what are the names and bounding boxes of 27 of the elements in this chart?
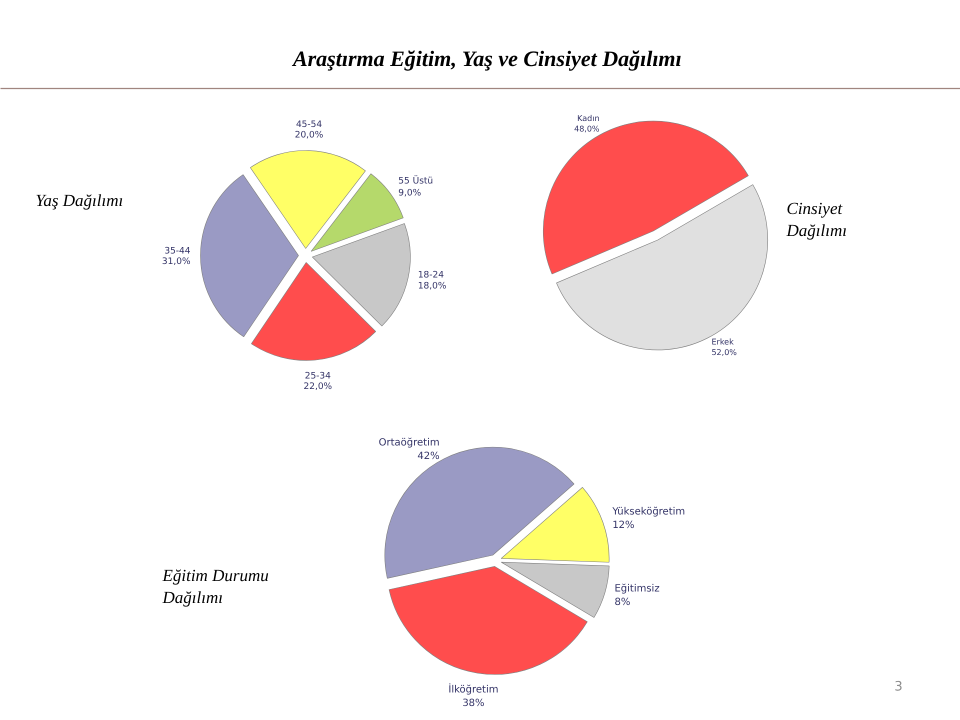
data-label: 18,0% bbox=[418, 281, 447, 292]
data-label: 8% bbox=[614, 596, 630, 608]
text: Yaş Dağılımı bbox=[36, 191, 124, 210]
slice-label: İlköğretim bbox=[448, 682, 499, 696]
text: Araştırma Eğitim, Yaş ve Cinsiyet Dağılımı bbox=[290, 46, 682, 71]
data-label: 48,0% bbox=[574, 124, 600, 134]
data-label: 9,0% bbox=[398, 188, 422, 199]
slice-label: Yükseköğretim bbox=[611, 506, 686, 518]
data-label: 42% bbox=[417, 451, 440, 462]
text: Eğitim Durumu Dağılımı bbox=[162, 566, 269, 608]
data-label: 38% bbox=[462, 698, 485, 709]
data-label: 12% bbox=[612, 520, 635, 532]
data-label: 22,0% bbox=[304, 382, 333, 392]
slice-label: 35-44 bbox=[164, 246, 191, 256]
slice-label: 25-34 bbox=[304, 371, 332, 382]
slice-label: Kadın bbox=[577, 114, 600, 123]
slice-label: 45-54 bbox=[296, 120, 322, 130]
slice-label: Ortaöğretim bbox=[378, 438, 440, 449]
slice-label: 55 Üstü bbox=[398, 174, 434, 187]
data-label: 52,0% bbox=[711, 348, 738, 358]
slice-label: Erkek bbox=[711, 337, 734, 346]
text: 3 bbox=[894, 680, 903, 694]
slice-label: Eğitimsiz bbox=[614, 583, 660, 594]
data-label: 31,0% bbox=[162, 256, 191, 267]
text: Cinsiyet Dağılımı bbox=[786, 199, 847, 240]
data-label: 20,0% bbox=[294, 130, 324, 141]
slice-label: 18-24 bbox=[418, 270, 444, 281]
